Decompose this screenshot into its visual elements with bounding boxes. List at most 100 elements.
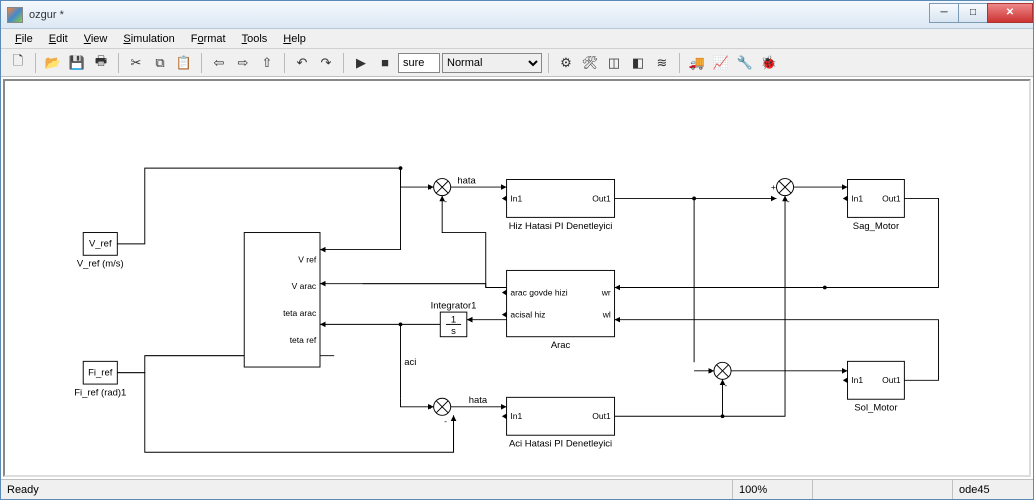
svg-text:Fi_ref: Fi_ref — [88, 368, 113, 379]
svg-text:Sag_Motor: Sag_Motor — [853, 221, 899, 232]
svg-text:s: s — [451, 326, 456, 337]
build-icon[interactable]: ⚙ — [555, 52, 577, 74]
separator — [118, 53, 119, 73]
target-icon[interactable]: 🚚 — [686, 52, 708, 74]
svg-text:-: - — [444, 416, 447, 426]
svg-text:Fi_ref (rad)1: Fi_ref (rad)1 — [74, 387, 126, 398]
sum-sum4[interactable]: +- — [708, 362, 731, 390]
svg-text:teta ref: teta ref — [290, 335, 317, 345]
separator — [343, 53, 344, 73]
svg-text:wl: wl — [602, 309, 611, 319]
block-firef[interactable]: Fi_ref Fi_ref (rad)1 — [74, 361, 126, 398]
svg-text:-: - — [787, 196, 790, 206]
block-vref[interactable]: V_ref V_ref (m/s) — [77, 233, 124, 270]
separator — [201, 53, 202, 73]
svg-text:Arac: Arac — [551, 340, 571, 351]
svg-text:Out1: Out1 — [882, 375, 901, 385]
sim-mode-select[interactable]: Normal — [442, 53, 542, 73]
new-icon[interactable]: 🗋 — [7, 52, 29, 74]
menu-edit[interactable]: Edit — [43, 31, 74, 47]
separator — [548, 53, 549, 73]
undo-icon[interactable]: ↶ — [291, 52, 313, 74]
model-explorer-icon[interactable]: ◧ — [627, 52, 649, 74]
svg-text:In1: In1 — [851, 375, 863, 385]
sum-sum2[interactable]: +-hata — [428, 395, 488, 426]
label: aci — [404, 357, 416, 368]
config-icon[interactable]: 🔧 — [734, 52, 756, 74]
redo-icon[interactable]: ↷ — [315, 52, 337, 74]
svg-text:V_ref (m/s): V_ref (m/s) — [77, 259, 124, 270]
menu-format[interactable]: Format — [185, 31, 232, 47]
block-integr[interactable]: 1s Integrator1 — [431, 300, 477, 337]
menu-file[interactable]: File — [9, 31, 39, 47]
menu-view[interactable]: View — [78, 31, 114, 47]
block-arac[interactable]: Aracarac govde hiziacisal hizwrwl — [502, 270, 615, 351]
menu-simulation[interactable]: Simulation — [117, 31, 180, 47]
library-icon[interactable]: ◫ — [603, 52, 625, 74]
window-title: ozgur * — [29, 9, 930, 21]
up-icon[interactable]: ⇧ — [256, 52, 278, 74]
block-hizpi[interactable]: Hiz Hatasi PI Denetleyici In1 Out1 — [502, 180, 615, 232]
window-buttons: ─ □ ✕ — [930, 3, 1033, 23]
svg-text:-: - — [444, 196, 447, 206]
svg-text:1: 1 — [451, 315, 456, 326]
svg-text:V arac: V arac — [292, 281, 317, 291]
block-subsys[interactable]: V ref V arac teta arac teta ref — [244, 233, 325, 367]
svg-text:wr: wr — [601, 287, 611, 297]
open-icon[interactable]: 📂 — [42, 52, 64, 74]
signal-icon[interactable]: ≋ — [651, 52, 673, 74]
block-diagram: V_ref V_ref (m/s) Fi_ref Fi_ref (rad)1 V ref… — [5, 81, 1029, 475]
menu-tools[interactable]: Tools — [236, 31, 274, 47]
svg-text:Out1: Out1 — [592, 193, 611, 203]
app-icon — [7, 7, 23, 23]
block-sagm[interactable]: Sag_Motor In1 Out1 — [843, 180, 905, 232]
scope-icon[interactable]: 📈 — [710, 52, 732, 74]
svg-text:Hiz Hatasi PI Denetleyici: Hiz Hatasi PI Denetleyici — [509, 221, 613, 232]
stop-icon[interactable]: ■ — [374, 52, 396, 74]
maximize-button[interactable]: □ — [958, 3, 988, 23]
block-acipi[interactable]: Aci Hatasi PI Denetleyici In1 Out1 — [502, 397, 615, 449]
svg-text:V_ref: V_ref — [89, 239, 112, 250]
svg-text:-: - — [724, 380, 727, 390]
svg-text:+: + — [771, 182, 776, 192]
sum-sum1[interactable]: +-hata — [428, 175, 477, 206]
toolbar: 🗋 📂 💾 🖶 ✂ ⧉ 📋 ⇦ ⇨ ⇧ ↶ ↷ ▶ ■ Normal ⚙ 🛠 ◫… — [1, 49, 1033, 77]
paste-icon[interactable]: 📋 — [173, 52, 195, 74]
menu-help[interactable]: Help — [277, 31, 312, 47]
svg-text:Sol_Motor: Sol_Motor — [854, 403, 897, 414]
svg-text:arac govde hizi: arac govde hizi — [510, 287, 567, 297]
titlebar: ozgur * ─ □ ✕ — [1, 1, 1033, 29]
back-icon[interactable]: ⇦ — [208, 52, 230, 74]
print-icon[interactable]: 🖶 — [90, 52, 112, 74]
status-empty — [813, 480, 953, 499]
statusbar: Ready 100% ode45 — [1, 479, 1033, 499]
forward-icon[interactable]: ⇨ — [232, 52, 254, 74]
minimize-button[interactable]: ─ — [929, 3, 959, 23]
block-solm[interactable]: Sol_Motor In1 Out1 — [843, 361, 905, 413]
cut-icon[interactable]: ✂ — [125, 52, 147, 74]
diagram-canvas[interactable]: V_ref V_ref (m/s) Fi_ref Fi_ref (rad)1 V ref… — [3, 79, 1031, 477]
svg-text:Out1: Out1 — [882, 193, 901, 203]
debug-icon[interactable]: 🐞 — [758, 52, 780, 74]
app-window: ozgur * ─ □ ✕ File Edit View Simulation … — [0, 0, 1034, 500]
svg-text:In1: In1 — [510, 411, 522, 421]
save-icon[interactable]: 💾 — [66, 52, 88, 74]
status-solver: ode45 — [953, 480, 1033, 499]
tune-icon[interactable]: 🛠 — [579, 52, 601, 74]
svg-text:In1: In1 — [851, 193, 863, 203]
svg-text:In1: In1 — [510, 193, 522, 203]
play-icon[interactable]: ▶ — [350, 52, 372, 74]
svg-text:V ref: V ref — [298, 254, 317, 264]
svg-text:Out1: Out1 — [592, 411, 611, 421]
status-message: Ready — [1, 480, 733, 499]
svg-text:teta arac: teta arac — [283, 308, 317, 318]
svg-text:Aci Hatasi PI Denetleyici: Aci Hatasi PI Denetleyici — [509, 439, 612, 450]
close-button[interactable]: ✕ — [987, 3, 1033, 23]
menubar: File Edit View Simulation Format Tools H… — [1, 29, 1033, 49]
stop-time-input[interactable] — [398, 53, 440, 73]
status-zoom: 100% — [733, 480, 813, 499]
svg-text:Integrator1: Integrator1 — [431, 300, 477, 311]
separator — [35, 53, 36, 73]
sum-sum3[interactable]: +- — [771, 179, 794, 207]
copy-icon[interactable]: ⧉ — [149, 52, 171, 74]
